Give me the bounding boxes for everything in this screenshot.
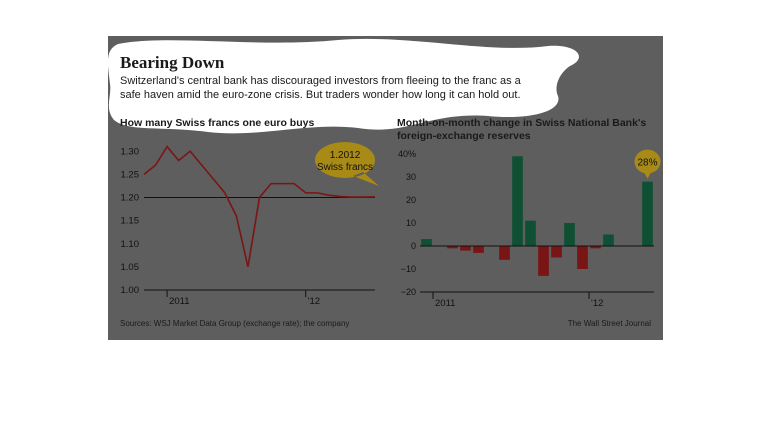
exchange-rate-annotation: 1.2012 Swiss francs [315,142,379,186]
right-y-tick-label: −20 [401,287,416,297]
right-y-tick-label: 40% [398,149,416,159]
right-x-tick-label: 2011 [435,298,455,309]
left-y-tick-label: 1.05 [121,262,140,273]
chart-figure: Bearing Down Switzerland's central bank … [108,36,663,340]
chart-svg: Bearing Down Switzerland's central bank … [108,38,661,328]
reserves-bar [460,246,471,251]
left-x-ticks: 2011 '12 [166,290,320,307]
reserves-bars [421,156,653,276]
reserves-bar [525,220,536,246]
right-x-tick-label: '12 [591,298,603,309]
exchange-rate-line [143,145,376,268]
reserves-bar [577,246,588,269]
reserves-bar [538,246,549,276]
reserves-bar [512,156,523,246]
annotation-bubble [315,142,379,186]
left-y-tick-label: 1.10 [121,239,140,250]
reserves-bar [642,181,653,246]
annotation-unit: Swiss francs [317,162,373,173]
left-y-tick-label: 1.30 [121,146,140,157]
right-y-tick-label: 0 [411,241,416,251]
reserves-annotation: 28% [634,149,661,179]
left-y-tick-label: 1.00 [121,285,140,296]
right-chart-title-line1: Month-on-month change in Swiss National … [397,117,646,129]
reserves-bar [499,246,510,260]
right-chart-title-line2: foreign-exchange reserves [397,130,531,142]
right-y-tick-label: 10 [406,218,416,228]
reserves-bar [551,246,562,258]
headline-cloud [108,38,579,134]
left-x-tick-label: 2011 [169,296,189,307]
reserves-bar [590,246,601,249]
chart-subtitle-line2: safe haven amid the euro-zone crisis. Bu… [120,89,521,101]
reserves-bar [421,239,432,246]
left-y-tick-label: 1.25 [121,169,140,180]
left-y-tick-label: 1.20 [121,193,140,204]
right-x-ticks: 2011 '12 [432,292,603,309]
right-y-tick-label: −10 [401,264,416,274]
credit-note: The Wall Street Journal [568,319,652,328]
chart-subtitle-line1: Switzerland's central bank has discourag… [120,75,522,87]
right-y-tick-label: 20 [406,195,416,205]
reserves-bar [473,246,484,253]
annotation-value: 1.2012 [330,150,361,161]
chart-title: Bearing Down [120,53,225,72]
reserves-bar [603,234,614,246]
right-y-tick-label: 30 [406,172,416,182]
annotation-bubble [634,149,661,179]
left-x-tick-label: '12 [308,296,320,307]
left-y-axis: 1.30 1.25 1.20 1.15 1.10 1.05 1.00 [121,146,140,296]
left-y-tick-label: 1.15 [121,216,140,227]
left-chart-title: How many Swiss francs one euro buys [120,117,314,129]
sources-note: Sources: WSJ Market Data Group (exchange… [120,319,349,328]
right-y-axis: 40% 30 20 10 0 −10 −20 [398,149,416,297]
reserves-bar [564,223,575,246]
reserves-bar [447,246,458,249]
annotation-percent: 28% [637,158,657,169]
